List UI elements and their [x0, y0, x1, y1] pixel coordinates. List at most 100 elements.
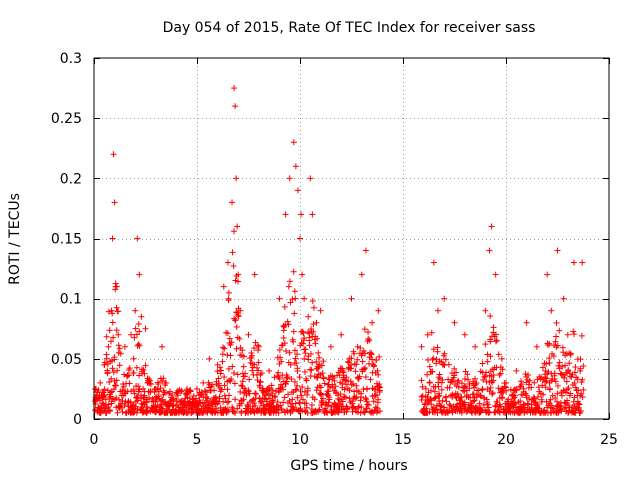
data-point — [553, 319, 560, 326]
data-point — [319, 370, 326, 377]
data-point — [346, 387, 353, 394]
data-point — [274, 399, 281, 406]
data-point — [302, 375, 309, 382]
data-point — [445, 361, 452, 368]
data-point — [344, 358, 351, 365]
data-point — [140, 385, 147, 392]
data-point — [472, 375, 479, 382]
data-point — [575, 387, 582, 394]
data-point — [359, 358, 366, 365]
data-point — [109, 365, 116, 372]
data-point — [156, 395, 163, 402]
data-point — [361, 350, 368, 357]
data-point — [339, 365, 346, 372]
data-point — [563, 378, 570, 385]
data-point — [218, 367, 225, 374]
data-point — [539, 382, 546, 389]
data-point — [167, 388, 174, 395]
data-point — [479, 386, 486, 393]
data-point — [482, 373, 489, 380]
data-point — [136, 342, 143, 349]
data-point — [214, 368, 221, 375]
data-point — [517, 398, 524, 405]
data-point — [578, 390, 585, 397]
data-point — [134, 331, 141, 338]
data-point — [290, 328, 297, 335]
data-point — [574, 376, 581, 383]
data-point — [298, 211, 305, 218]
data-point — [220, 398, 227, 405]
data-point — [533, 343, 540, 350]
data-point — [108, 338, 115, 345]
data-point — [240, 363, 247, 370]
data-point — [150, 403, 157, 410]
data-point — [513, 386, 520, 393]
data-point — [462, 375, 469, 382]
data-point — [255, 359, 262, 366]
data-point — [325, 399, 332, 406]
data-point — [546, 340, 553, 347]
data-point — [483, 369, 490, 376]
data-point — [553, 333, 560, 340]
data-point — [440, 361, 447, 368]
data-point — [146, 377, 153, 384]
data-point — [146, 394, 153, 401]
data-point — [279, 386, 286, 393]
data-point — [302, 350, 309, 357]
data-point — [468, 402, 475, 409]
data-point — [233, 345, 240, 352]
data-point — [363, 398, 370, 405]
data-point — [566, 360, 573, 367]
data-point — [140, 366, 147, 373]
x-tick-label: 10 — [291, 432, 309, 448]
data-point — [286, 175, 293, 182]
data-point — [132, 325, 139, 332]
data-point — [375, 307, 382, 314]
data-point — [105, 401, 112, 408]
data-point — [126, 380, 133, 387]
data-point — [119, 408, 126, 415]
data-point — [234, 223, 241, 230]
data-point — [464, 371, 471, 378]
data-point — [363, 385, 370, 392]
data-point — [303, 404, 310, 411]
data-point — [285, 391, 292, 398]
data-point — [294, 394, 301, 401]
data-point — [110, 334, 117, 341]
data-point — [243, 392, 250, 399]
data-point — [524, 400, 531, 407]
data-point — [136, 386, 143, 393]
y-tick-label: 0.3 — [60, 51, 82, 67]
data-point — [229, 249, 236, 256]
data-point — [232, 396, 239, 403]
data-point — [116, 362, 123, 369]
data-point — [109, 235, 116, 242]
data-point — [551, 370, 558, 377]
data-point — [160, 375, 167, 382]
data-point — [348, 295, 355, 302]
data-point — [490, 372, 497, 379]
data-point — [326, 376, 333, 383]
data-point — [579, 259, 586, 266]
data-point — [372, 392, 379, 399]
data-point — [109, 310, 116, 317]
data-point — [472, 343, 479, 350]
data-point — [297, 388, 304, 395]
data-point — [252, 402, 259, 409]
data-point — [438, 386, 445, 393]
data-point — [361, 409, 368, 416]
data-point — [239, 347, 246, 354]
data-point — [297, 235, 303, 242]
data-point — [240, 396, 247, 403]
data-point — [158, 343, 165, 350]
y-tick-label: 0.1 — [60, 292, 82, 308]
data-point — [278, 358, 285, 365]
data-point — [290, 139, 297, 146]
data-point — [363, 405, 370, 412]
data-point — [331, 377, 338, 384]
plot-frame — [93, 57, 610, 420]
data-point — [299, 396, 306, 403]
data-point — [228, 339, 235, 346]
data-point — [496, 371, 503, 378]
data-point — [364, 401, 371, 408]
